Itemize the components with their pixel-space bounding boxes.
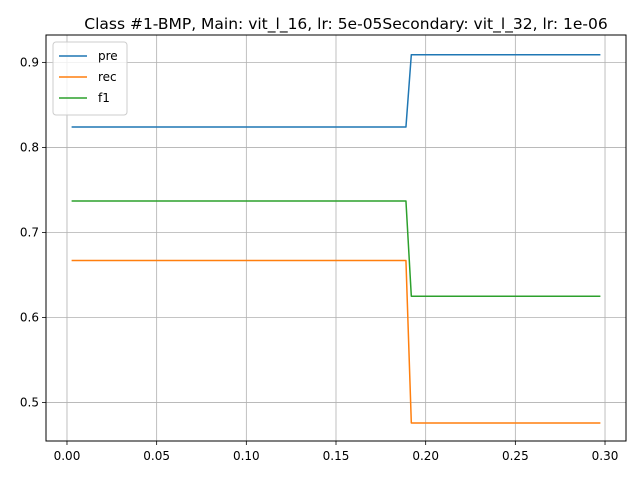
x-tick-label: 0.05 xyxy=(143,449,170,463)
y-tick-label: 0.9 xyxy=(20,55,39,69)
x-tick-label: 0.00 xyxy=(54,449,81,463)
legend-label-pre: pre xyxy=(98,49,118,63)
x-tick-label: 0.10 xyxy=(233,449,260,463)
y-tick-label: 0.5 xyxy=(20,396,39,410)
x-tick-label: 0.15 xyxy=(323,449,350,463)
x-tick-label: 0.30 xyxy=(592,449,619,463)
x-tick-label: 0.20 xyxy=(412,449,439,463)
x-tick-label: 0.25 xyxy=(502,449,529,463)
legend-label-f1: f1 xyxy=(98,91,110,105)
y-tick-label: 0.7 xyxy=(20,225,39,239)
y-tick-label: 0.8 xyxy=(20,140,39,154)
y-tick-label: 0.6 xyxy=(20,311,39,325)
chart-title: Class #1-BMP, Main: vit_l_16, lr: 5e-05S… xyxy=(84,15,607,34)
legend: pre rec f1 xyxy=(53,42,127,115)
legend-label-rec: rec xyxy=(98,70,117,84)
